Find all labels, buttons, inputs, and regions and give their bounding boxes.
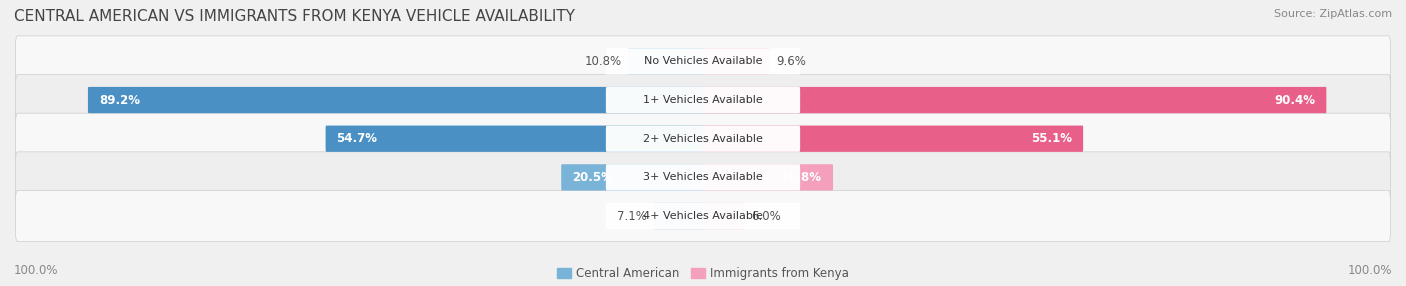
Text: 7.1%: 7.1% [617, 210, 647, 223]
FancyBboxPatch shape [628, 48, 703, 75]
Text: 90.4%: 90.4% [1274, 94, 1316, 107]
FancyBboxPatch shape [561, 164, 703, 190]
FancyBboxPatch shape [326, 126, 703, 152]
Text: 100.0%: 100.0% [14, 265, 59, 277]
Text: 9.6%: 9.6% [776, 55, 806, 68]
FancyBboxPatch shape [89, 87, 703, 113]
Text: 10.8%: 10.8% [585, 55, 621, 68]
FancyBboxPatch shape [15, 152, 1391, 203]
FancyBboxPatch shape [703, 203, 745, 229]
FancyBboxPatch shape [703, 48, 769, 75]
Legend: Central American, Immigrants from Kenya: Central American, Immigrants from Kenya [557, 267, 849, 280]
FancyBboxPatch shape [606, 87, 800, 113]
Text: CENTRAL AMERICAN VS IMMIGRANTS FROM KENYA VEHICLE AVAILABILITY: CENTRAL AMERICAN VS IMMIGRANTS FROM KENY… [14, 9, 575, 23]
Text: 100.0%: 100.0% [1347, 265, 1392, 277]
FancyBboxPatch shape [15, 190, 1391, 242]
FancyBboxPatch shape [606, 203, 800, 229]
FancyBboxPatch shape [703, 164, 834, 190]
FancyBboxPatch shape [15, 36, 1391, 87]
Text: 6.0%: 6.0% [751, 210, 780, 223]
Text: 89.2%: 89.2% [98, 94, 139, 107]
FancyBboxPatch shape [654, 203, 703, 229]
Text: 1+ Vehicles Available: 1+ Vehicles Available [643, 95, 763, 105]
Text: No Vehicles Available: No Vehicles Available [644, 56, 762, 66]
FancyBboxPatch shape [606, 126, 800, 152]
FancyBboxPatch shape [15, 113, 1391, 164]
FancyBboxPatch shape [703, 126, 1083, 152]
Text: 18.8%: 18.8% [782, 171, 823, 184]
Text: Source: ZipAtlas.com: Source: ZipAtlas.com [1274, 9, 1392, 19]
FancyBboxPatch shape [703, 87, 1326, 113]
Text: 55.1%: 55.1% [1031, 132, 1073, 145]
Text: 2+ Vehicles Available: 2+ Vehicles Available [643, 134, 763, 144]
FancyBboxPatch shape [15, 75, 1391, 126]
FancyBboxPatch shape [606, 164, 800, 190]
FancyBboxPatch shape [606, 48, 800, 75]
Text: 20.5%: 20.5% [572, 171, 613, 184]
Text: 3+ Vehicles Available: 3+ Vehicles Available [643, 172, 763, 182]
Text: 4+ Vehicles Available: 4+ Vehicles Available [643, 211, 763, 221]
Text: 54.7%: 54.7% [336, 132, 377, 145]
